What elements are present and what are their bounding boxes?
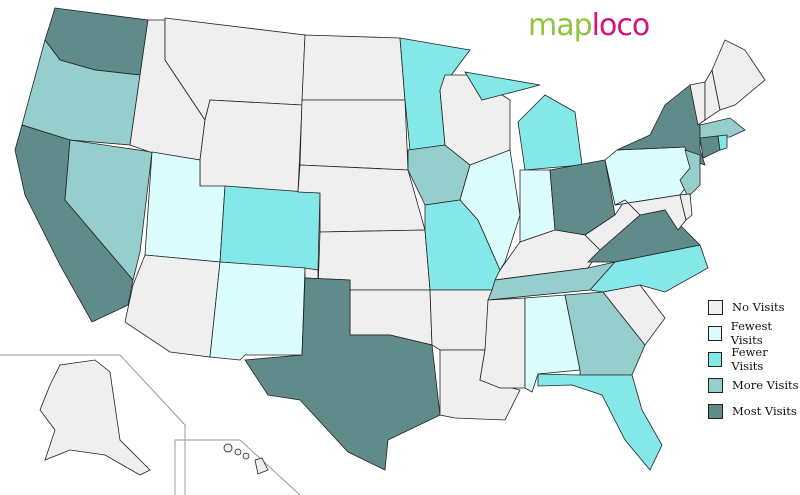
legend-label: Fewest Visits [730, 319, 773, 347]
legend-label: No Visits [732, 300, 785, 314]
state-sd [299, 99, 409, 171]
legend-item-most-visits: Most Visits [708, 398, 800, 424]
state-nv [64, 139, 153, 281]
state-ar [429, 289, 493, 351]
legend-item-fewest-visits: Fewest Visits [708, 319, 800, 347]
state-co [219, 185, 321, 271]
inset-borders [0, 354, 301, 495]
state-hi [254, 457, 269, 475]
state-fl [537, 373, 663, 471]
legend-item-no-visits: No Visits [708, 294, 800, 320]
legend-swatch [708, 299, 723, 315]
state-mi [464, 71, 541, 101]
legend: No Visits Fewest Visits Fewer Visits Mor… [708, 294, 800, 424]
state-nd [301, 34, 406, 101]
state-de [679, 193, 693, 221]
state-hi-island [234, 448, 242, 456]
state-me [711, 39, 766, 111]
legend-label: Fewer Visits [731, 345, 768, 373]
state-nm [209, 261, 306, 361]
legend-item-more-visits: More Visits [708, 372, 800, 398]
state-wy [199, 99, 303, 193]
legend-swatch [708, 351, 723, 367]
legend-swatch [708, 377, 723, 393]
logo-part-loco: loco [591, 8, 651, 43]
legend-label: Most Visits [732, 404, 797, 418]
state-ct [699, 135, 721, 159]
state-mi [517, 94, 583, 171]
legend-swatch [708, 325, 722, 341]
logo-part-map: map [528, 8, 593, 43]
legend-label: More Visits [732, 378, 799, 392]
legend-item-fewer-visits: Fewer Visits [708, 345, 800, 373]
state-hi-island [223, 443, 233, 453]
legend-swatch [708, 403, 723, 419]
maploco-logo: maploco [528, 8, 651, 43]
state-in [519, 169, 556, 243]
state-az [124, 254, 221, 358]
state-ri [717, 134, 728, 151]
state-ma [699, 117, 746, 139]
state-hi-island [242, 452, 250, 460]
state-ak [39, 359, 151, 476]
state-tx [244, 277, 441, 471]
